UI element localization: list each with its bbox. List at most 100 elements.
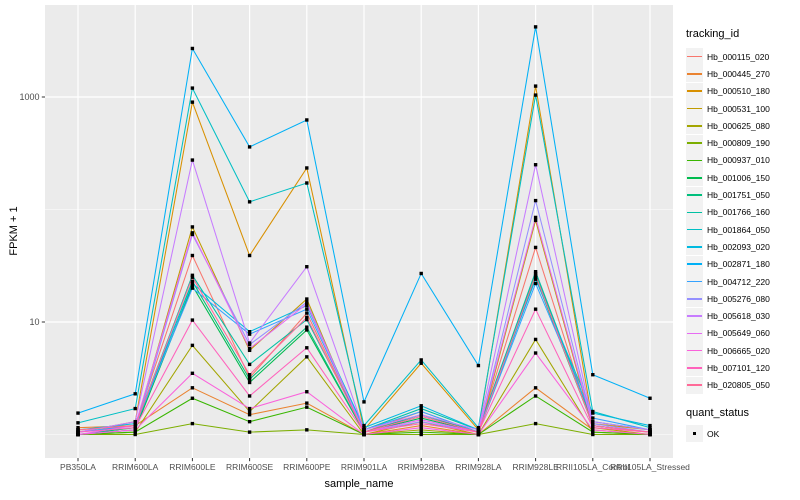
data-point (533, 245, 538, 250)
quant-legend-item: OK (686, 425, 798, 443)
legend-item: Hb_001864_050 (686, 221, 798, 239)
legend-item-label: Hb_000809_190 (707, 138, 770, 149)
data-point (190, 273, 195, 278)
data-point (247, 346, 252, 351)
data-point (190, 396, 195, 400)
data-point (419, 361, 423, 365)
data-point (533, 84, 538, 88)
legend-item-label: Hb_000937_010 (707, 155, 770, 166)
data-point (190, 279, 195, 284)
data-point (305, 166, 309, 170)
data-point (533, 281, 538, 286)
data-point (247, 145, 252, 149)
data-point (533, 275, 538, 279)
data-point (533, 273, 538, 278)
data-point (247, 394, 252, 398)
quant-legend-label: OK (707, 428, 720, 439)
data-point (247, 341, 252, 345)
data-point (419, 432, 423, 437)
data-point (648, 396, 652, 400)
data-point (133, 392, 137, 396)
data-point (476, 430, 481, 434)
data-point (133, 425, 137, 430)
data-point (419, 406, 423, 411)
legend-item-label: Hb_005649_060 (707, 328, 770, 339)
data-point (533, 394, 538, 398)
legend-key-line-icon (686, 203, 703, 221)
data-point (591, 425, 595, 430)
data-point (190, 275, 195, 279)
data-point (419, 414, 423, 419)
data-point (533, 421, 538, 426)
data-point (305, 317, 309, 322)
data-point (476, 363, 481, 368)
legend-key-line-icon (686, 100, 703, 118)
legend-key-line-icon (686, 238, 703, 256)
x-tick-label: RRIM928BA (398, 462, 446, 472)
data-point (648, 425, 652, 430)
data-point (591, 373, 595, 377)
legend-item-label: Hb_001751_050 (707, 190, 770, 201)
legend-items: Hb_000115_020 Hb_000445_270 Hb_000510_180 H… (686, 48, 798, 394)
data-point (190, 371, 195, 375)
data-point (419, 430, 423, 434)
data-point (133, 423, 137, 428)
legend-item-label: Hb_020805_050 (707, 380, 770, 391)
legend-item: Hb_000115_020 (686, 48, 798, 66)
data-point (247, 362, 252, 367)
legend-item: Hb_001766_160 (686, 203, 798, 221)
legend-item-label: Hb_002871_180 (707, 259, 770, 270)
legend-item: Hb_002093_020 (686, 238, 798, 256)
data-point (247, 377, 252, 381)
data-point (591, 421, 595, 426)
data-point (533, 198, 538, 203)
x-tick-label: RRIM928LA (455, 462, 502, 472)
legend-item-label: Hb_005618_030 (707, 311, 770, 322)
data-point (133, 421, 137, 426)
legend-item: Hb_005618_030 (686, 307, 798, 325)
legend-key-line-icon (686, 151, 703, 169)
legend-key-line-icon (686, 169, 703, 187)
data-point (190, 343, 195, 348)
legend-item-label: Hb_000510_180 (707, 86, 770, 97)
data-point (591, 423, 595, 428)
x-tick-label: RRIM600SE (226, 462, 274, 472)
data-point (190, 225, 195, 229)
data-point (591, 419, 595, 424)
legend-key-line-icon (686, 290, 703, 308)
legend-item-label: Hb_005276_080 (707, 293, 770, 304)
data-point (305, 181, 309, 185)
data-point (190, 100, 195, 104)
legend-item-label: Hb_007101_120 (707, 362, 770, 373)
x-tick-label: RRII105LA_Stressed (610, 462, 690, 472)
legend-key-line-icon (686, 82, 703, 100)
quant-legend-title: quant_status (686, 406, 749, 419)
legend-key-line-icon (686, 324, 703, 342)
data-point (362, 423, 366, 428)
x-tick-label: RRIM928LE (512, 462, 559, 472)
data-point (76, 430, 80, 434)
data-point (305, 311, 309, 315)
x-tick-label: RRIM600LA (112, 462, 159, 472)
data-point (533, 163, 538, 167)
x-tick-label: RRIM901LA (341, 462, 388, 472)
data-point (76, 428, 80, 432)
legend-item-label: Hb_001006_150 (707, 172, 770, 183)
legend-item: Hb_005276_080 (686, 290, 798, 308)
data-point (190, 386, 195, 390)
data-point (305, 315, 309, 320)
data-point (247, 409, 252, 414)
legend-item: Hb_000809_190 (686, 134, 798, 152)
legend-key-line-icon (686, 117, 703, 135)
data-point (247, 412, 252, 417)
legend-item: Hb_007101_120 (686, 359, 798, 377)
x-tick-label: RRIM600LE (169, 462, 216, 472)
data-point (419, 419, 423, 424)
data-point (362, 400, 366, 404)
legend-item-label: Hb_000115_020 (707, 51, 770, 62)
data-point (533, 25, 538, 29)
x-tick-label: PB350LA (60, 462, 96, 472)
data-point (533, 277, 538, 281)
data-point (133, 432, 137, 437)
